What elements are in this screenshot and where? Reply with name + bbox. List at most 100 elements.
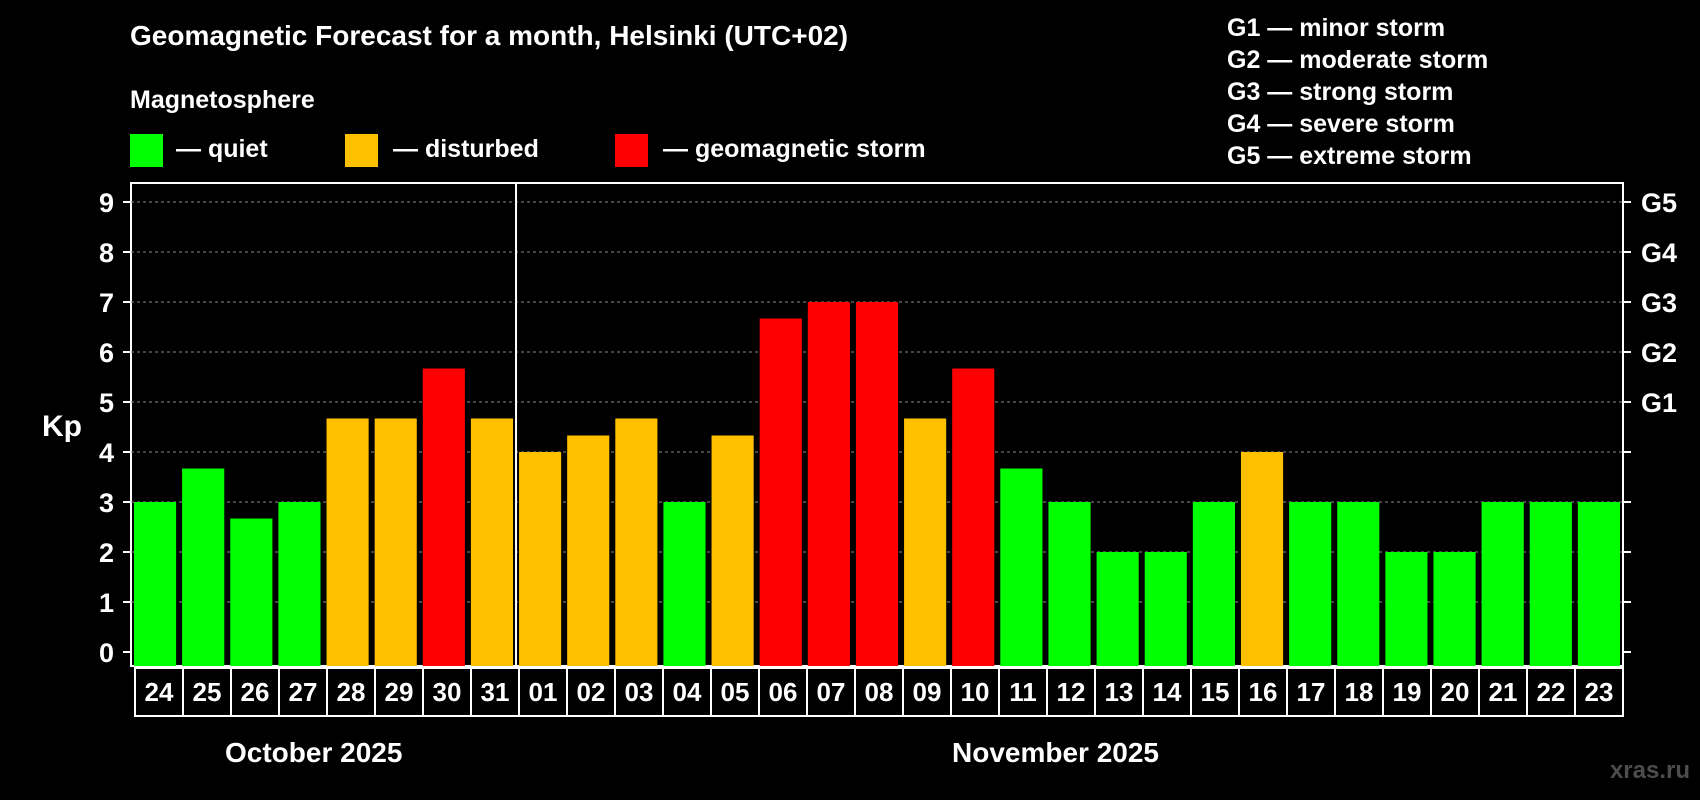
storm-scale-g3: G3 — strong storm — [1227, 78, 1454, 106]
bar-15 — [1192, 502, 1235, 666]
x-tick-label: 28 — [337, 677, 366, 707]
x-tick-label: 31 — [481, 677, 510, 707]
x-tick-label: 01 — [529, 677, 558, 707]
x-tick-label: 23 — [1585, 677, 1614, 707]
date-box — [662, 667, 712, 717]
date-box — [1382, 667, 1432, 717]
x-tick-label: 08 — [865, 677, 894, 707]
date-box — [182, 667, 232, 717]
bar-27 — [278, 502, 321, 666]
date-box — [1142, 667, 1192, 717]
storm-scale-g5: G5 — extreme storm — [1227, 142, 1472, 170]
y-tick-label: 9 — [99, 188, 114, 218]
bar-10 — [952, 368, 995, 666]
bar-20 — [1433, 552, 1476, 666]
date-box — [518, 667, 568, 717]
bar-04 — [663, 502, 706, 666]
date-box — [758, 667, 808, 717]
date-box — [1286, 667, 1336, 717]
y-tick-label: 0 — [99, 638, 114, 668]
legend-heading: Magnetosphere — [130, 86, 315, 114]
bar-06 — [759, 318, 802, 666]
x-tick-label: 07 — [817, 677, 846, 707]
bar-25 — [182, 468, 225, 666]
bar-22 — [1529, 502, 1572, 666]
legend-label-quiet: — quiet — [176, 135, 268, 163]
y-axis-label: Kp — [42, 410, 82, 443]
bar-30 — [422, 368, 465, 666]
month-label-october: October 2025 — [225, 737, 403, 768]
date-box — [1334, 667, 1384, 717]
x-tick-label: 13 — [1105, 677, 1134, 707]
storm-scale-g1: G1 — minor storm — [1227, 14, 1446, 42]
date-box — [710, 667, 760, 717]
storm-scale-g4: G4 — severe storm — [1227, 110, 1455, 138]
x-tick-label: 12 — [1057, 677, 1086, 707]
bar-17 — [1289, 502, 1332, 666]
date-box — [1478, 667, 1528, 717]
bar-14 — [1144, 552, 1187, 666]
chart-title: Geomagnetic Forecast for a month, Helsin… — [130, 20, 849, 51]
legend-label-disturbed: — disturbed — [393, 135, 539, 163]
bar-05 — [711, 435, 754, 666]
date-box — [614, 667, 664, 717]
date-box — [470, 667, 520, 717]
watermark: xras.ru — [1609, 757, 1690, 784]
right-axis-label: G2 — [1641, 338, 1677, 368]
bar-07 — [807, 302, 850, 666]
x-tick-label: 04 — [673, 677, 702, 707]
x-tick-label: 24 — [145, 677, 174, 707]
bar-24 — [134, 502, 177, 666]
date-box — [1430, 667, 1480, 717]
bar-02 — [567, 435, 610, 666]
y-tick-label: 1 — [99, 588, 114, 618]
date-box — [230, 667, 280, 717]
bar-13 — [1096, 552, 1139, 666]
x-tick-label: 27 — [289, 677, 318, 707]
bar-21 — [1481, 502, 1524, 666]
y-tick-label: 7 — [99, 288, 114, 318]
bar-19 — [1385, 552, 1428, 666]
y-tick-label: 2 — [99, 538, 114, 568]
bar-08 — [855, 302, 899, 666]
bar-31 — [470, 418, 514, 666]
y-tick-label: 4 — [99, 438, 114, 468]
bar-26 — [230, 518, 273, 666]
legend-swatch-quiet — [130, 134, 163, 167]
x-tick-label: 09 — [913, 677, 942, 707]
bar-16 — [1240, 452, 1284, 666]
x-tick-label: 26 — [241, 677, 270, 707]
bar-29 — [374, 418, 417, 666]
date-box — [326, 667, 376, 717]
right-axis-label: G3 — [1641, 288, 1677, 318]
bar-09 — [904, 418, 947, 666]
x-tick-label: 21 — [1489, 677, 1518, 707]
date-box — [1046, 667, 1096, 717]
x-tick-label: 16 — [1249, 677, 1278, 707]
x-tick-label: 29 — [385, 677, 414, 707]
x-tick-label: 22 — [1537, 677, 1566, 707]
bar-03 — [615, 418, 658, 666]
right-axis-label: G4 — [1641, 238, 1677, 268]
x-tick-label: 02 — [577, 677, 606, 707]
x-tick-label: 18 — [1345, 677, 1374, 707]
storm-scale-g2: G2 — moderate storm — [1227, 46, 1489, 74]
x-tick-label: 30 — [433, 677, 462, 707]
date-box — [374, 667, 424, 717]
x-tick-label: 25 — [193, 677, 222, 707]
x-tick-label: 15 — [1201, 677, 1230, 707]
right-axis-label: G1 — [1641, 388, 1677, 418]
x-tick-label: 11 — [1009, 677, 1037, 707]
x-tick-label: 03 — [625, 677, 654, 707]
bar-28 — [326, 418, 369, 666]
legend-swatch-disturbed — [345, 134, 378, 167]
date-box — [1574, 667, 1624, 717]
bar-12 — [1048, 502, 1091, 666]
y-tick-label: 6 — [99, 338, 114, 368]
date-box — [998, 667, 1048, 717]
bar-01 — [519, 452, 562, 666]
date-box — [1190, 667, 1240, 717]
date-box — [1094, 667, 1144, 717]
x-tick-label: 19 — [1393, 677, 1422, 707]
